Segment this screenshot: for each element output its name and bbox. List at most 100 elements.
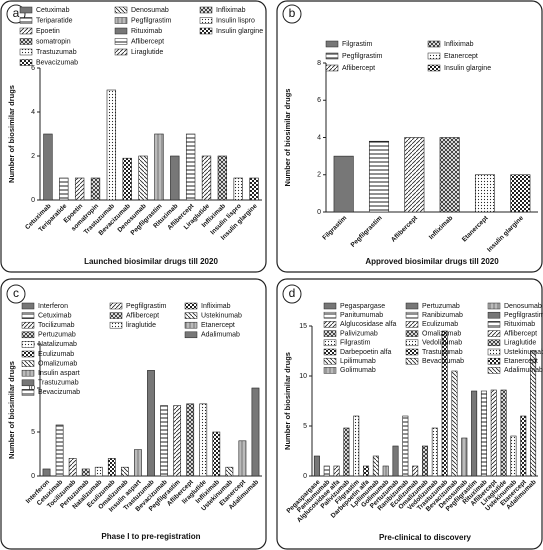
- legend-label: Interferon: [38, 303, 68, 310]
- legend-label: liraglutide: [126, 322, 156, 329]
- legend-label: Trastuzumab: [36, 49, 77, 56]
- legend-swatch: [21, 331, 35, 339]
- bar: [480, 390, 487, 477]
- legend-label: Etanercept: [201, 322, 235, 329]
- bar: [490, 389, 497, 477]
- bar: [154, 133, 164, 201]
- x-axis-title: Approved biosimilar drugs till 2020: [365, 257, 499, 266]
- legend-swatch: [405, 357, 419, 365]
- legend-swatch: [405, 339, 419, 347]
- legend-swatch: [21, 379, 35, 387]
- legend-swatch: [427, 52, 441, 60]
- legend-label: Etanercept: [444, 53, 478, 60]
- y-axis-title: Number of biosimilar drugs: [283, 352, 292, 450]
- legend-swatch: [19, 6, 33, 14]
- legend-swatch: [19, 17, 33, 24]
- legend-label: Rituximab: [131, 28, 162, 35]
- bar: [59, 177, 69, 201]
- legend-swatch: [487, 348, 501, 356]
- x-tick-label: Insulin glargine: [486, 214, 525, 253]
- bar: [368, 140, 390, 213]
- y-axis-title: Number of biosimilar drugs: [7, 361, 16, 459]
- legend-swatch: [21, 302, 35, 310]
- y-tick-label: 2: [317, 172, 321, 179]
- legend-swatch: [487, 367, 501, 374]
- legend-label: Trastuzumab: [38, 380, 79, 387]
- y-tick-label: 8: [317, 60, 321, 67]
- y-tick-label: 15: [299, 323, 307, 330]
- legend-label: Pegfilgrastim: [342, 53, 383, 60]
- bar: [147, 370, 155, 477]
- legend-swatch: [487, 311, 501, 319]
- legend-label: Eculizumab: [422, 321, 458, 328]
- bar: [333, 155, 354, 213]
- legend-swatch: [325, 64, 339, 72]
- bar: [421, 445, 429, 477]
- legend-swatch: [323, 321, 337, 328]
- bar: [323, 465, 330, 477]
- legend-swatch: [323, 339, 337, 347]
- legend-label: Epoetin: [36, 28, 60, 35]
- panel-label: a: [13, 6, 20, 20]
- legend-label: Insulin lispro: [216, 17, 255, 24]
- legend-label: Pertuzumab: [422, 303, 460, 310]
- bar: [412, 465, 419, 477]
- bar: [363, 465, 370, 477]
- legend-swatch: [405, 348, 419, 356]
- bar: [134, 449, 142, 477]
- legend-swatch: [427, 64, 441, 72]
- legend-label: Bevacizumab: [38, 389, 80, 396]
- bar: [217, 155, 228, 201]
- legend-label: Lpilimumab: [340, 358, 376, 365]
- legend-label: Tocilizumab: [38, 322, 75, 329]
- legend-swatch: [19, 59, 33, 66]
- legend-swatch: [487, 330, 501, 337]
- bar: [138, 155, 148, 201]
- y-tick-label: 10: [27, 385, 35, 392]
- legend-swatch: [21, 312, 35, 319]
- legend-label: Liraglutide: [131, 49, 163, 56]
- y-axis-title: Number of biosimilar drugs: [7, 85, 16, 183]
- panel-frame: [276, 0, 543, 273]
- legend-swatch: [184, 302, 198, 310]
- legend-swatch: [184, 312, 198, 319]
- legend-label: Insulin glargine: [444, 65, 491, 72]
- legend-swatch: [199, 27, 213, 35]
- bar: [185, 133, 196, 201]
- bar: [55, 424, 64, 477]
- legend-label: Pegfilgrastim: [126, 303, 167, 310]
- legend-swatch: [325, 40, 339, 48]
- legend-label: Vedolizumab: [422, 340, 462, 347]
- legend-swatch: [405, 302, 419, 310]
- legend-label: Ranibizumab: [422, 312, 463, 319]
- legend-swatch: [21, 321, 35, 329]
- x-axis-title: Launched biosimilar drugs till 2020: [84, 257, 218, 266]
- bar: [160, 405, 168, 477]
- legend-swatch: [323, 348, 337, 356]
- y-tick-label: 0: [317, 209, 321, 216]
- panel-label: b: [289, 6, 296, 20]
- legend-label: Insulin aspart: [38, 370, 80, 377]
- bar: [249, 177, 259, 201]
- bar: [441, 330, 448, 477]
- legend-label: Denosumab: [504, 303, 542, 310]
- y-tick-label: 5: [303, 423, 307, 430]
- legend-label: Filgrastim: [340, 340, 371, 347]
- chart: c051015InterferonCetuximabTocilizumabPer…: [6, 284, 262, 541]
- bar: [520, 415, 527, 477]
- legend-label: Bevacizumab: [422, 358, 464, 365]
- bar: [106, 89, 117, 201]
- panel-badge: [6, 284, 26, 304]
- bar: [510, 174, 531, 213]
- bar: [233, 177, 243, 201]
- x-axis-title: Pre-clinical to discovery: [379, 533, 472, 542]
- legend-swatch: [323, 311, 337, 319]
- legend-swatch: [184, 331, 198, 339]
- legend-label: Liraglutide: [504, 340, 536, 347]
- legend-label: Cetuximab: [36, 7, 70, 14]
- bar: [90, 177, 101, 201]
- chart: d 0 5 10 15 Pegaspargase Panitumumab Alglucosid…: [282, 284, 543, 542]
- legend-swatch: [184, 321, 198, 329]
- legend-swatch: [21, 360, 35, 367]
